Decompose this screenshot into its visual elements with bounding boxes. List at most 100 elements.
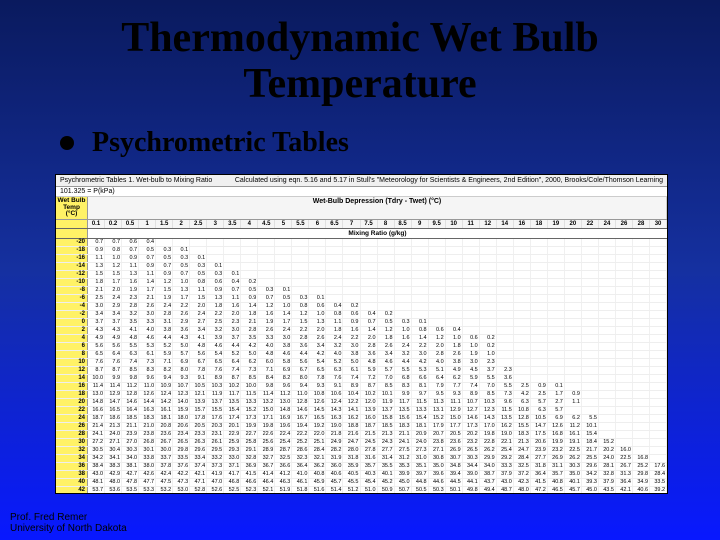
data-cell bbox=[599, 415, 616, 422]
data-cell bbox=[650, 263, 667, 270]
data-cell: 2.8 bbox=[429, 351, 446, 358]
data-cell bbox=[446, 287, 463, 294]
data-cell: 0.3 bbox=[292, 295, 309, 302]
data-cell bbox=[599, 423, 616, 430]
column-header: 0.2 bbox=[105, 220, 122, 228]
data-cell: 13.5 bbox=[395, 407, 412, 414]
column-header: 7.5 bbox=[361, 220, 378, 228]
data-cell: 3.6 bbox=[173, 327, 190, 334]
bullet-row: Psychrometric Tables bbox=[0, 117, 720, 174]
data-cell bbox=[412, 295, 429, 302]
data-cell bbox=[463, 255, 480, 262]
data-cell bbox=[650, 303, 667, 310]
data-cell: 33.8 bbox=[139, 455, 156, 462]
table-row: 3638.438.338.138.037.837.637.437.337.136… bbox=[56, 463, 667, 471]
data-cell: 6.3 bbox=[514, 399, 531, 406]
data-cell: 17.6 bbox=[650, 463, 667, 470]
data-cell: 47.3 bbox=[173, 479, 190, 486]
temp-cell: 32 bbox=[56, 447, 88, 454]
data-cell: 18.1 bbox=[412, 423, 429, 430]
data-cell bbox=[514, 255, 531, 262]
data-cell: 20.6 bbox=[531, 439, 548, 446]
data-cell bbox=[616, 439, 633, 446]
data-cell: 38.1 bbox=[122, 463, 139, 470]
data-cell: 3.7 bbox=[105, 319, 122, 326]
data-cell: 16.5 bbox=[105, 407, 122, 414]
data-cell: 1.2 bbox=[378, 327, 395, 334]
data-cell: 14.7 bbox=[105, 399, 122, 406]
data-cell: 0.6 bbox=[343, 311, 360, 318]
data-cell bbox=[309, 287, 326, 294]
temp-cell: 40 bbox=[56, 479, 88, 486]
data-cell: 2.3 bbox=[224, 319, 241, 326]
data-cell: 8.2 bbox=[156, 367, 173, 374]
data-cell: 13.7 bbox=[378, 407, 395, 414]
data-cell bbox=[616, 359, 633, 366]
data-cell: 3.4 bbox=[309, 343, 326, 350]
data-cell: 22.0 bbox=[309, 431, 326, 438]
data-cell: 27.2 bbox=[88, 439, 105, 446]
data-cell bbox=[326, 271, 343, 278]
data-cell: 2.4 bbox=[275, 327, 292, 334]
data-cell: 2.2 bbox=[292, 327, 309, 334]
data-cell: 41.0 bbox=[292, 471, 309, 478]
data-cell: 28.2 bbox=[326, 447, 343, 454]
data-cell: 45.7 bbox=[565, 487, 582, 494]
column-header: 1.5 bbox=[156, 220, 173, 228]
data-cell bbox=[531, 255, 548, 262]
data-cell bbox=[395, 239, 412, 246]
data-cell: 0.7 bbox=[122, 247, 139, 254]
wet-bulb-label: Wet Bulb Temp (°C) bbox=[56, 197, 88, 219]
data-cell bbox=[565, 319, 582, 326]
data-cell: 8.5 bbox=[480, 391, 497, 398]
data-cell bbox=[446, 311, 463, 318]
data-cell: 24.0 bbox=[412, 439, 429, 446]
data-cell bbox=[275, 255, 292, 262]
column-header: 9 bbox=[412, 220, 429, 228]
data-cell bbox=[599, 327, 616, 334]
data-cell: 9.6 bbox=[275, 383, 292, 390]
data-cell: 22.2 bbox=[292, 431, 309, 438]
data-cell: 0.5 bbox=[190, 271, 207, 278]
data-cell: 25.2 bbox=[292, 439, 309, 446]
data-cell: 32.5 bbox=[275, 455, 292, 462]
data-cell: 10.3 bbox=[480, 399, 497, 406]
data-cell: 1.1 bbox=[88, 255, 105, 262]
data-cell: 47.5 bbox=[156, 479, 173, 486]
data-cell: 3.5 bbox=[122, 319, 139, 326]
data-cell: 2.0 bbox=[361, 335, 378, 342]
table-row: 3434.234.134.033.833.733.533.433.233.032… bbox=[56, 455, 667, 463]
data-cell: 18.5 bbox=[378, 423, 395, 430]
data-cell: 25.8 bbox=[241, 439, 258, 446]
data-cell bbox=[275, 239, 292, 246]
data-cell: 1.6 bbox=[224, 303, 241, 310]
data-cell: 37.1 bbox=[224, 463, 241, 470]
data-cell: 18.8 bbox=[343, 423, 360, 430]
column-header: 4.5 bbox=[258, 220, 275, 228]
data-cell bbox=[480, 239, 497, 246]
data-cell bbox=[548, 351, 565, 358]
data-cell bbox=[395, 287, 412, 294]
data-cell: 21.6 bbox=[343, 431, 360, 438]
data-cell: 5.2 bbox=[224, 351, 241, 358]
data-cell: 29.6 bbox=[582, 463, 599, 470]
data-cell: 12.9 bbox=[446, 407, 463, 414]
data-cell: 36.4 bbox=[531, 471, 548, 478]
data-cell: 10.4 bbox=[343, 391, 360, 398]
data-cell bbox=[480, 287, 497, 294]
data-cell: 0.3 bbox=[156, 247, 173, 254]
temp-cell: 22 bbox=[56, 407, 88, 414]
data-cell: 8.5 bbox=[241, 375, 258, 382]
data-cell bbox=[531, 359, 548, 366]
data-cell: 3.4 bbox=[105, 311, 122, 318]
data-cell bbox=[531, 335, 548, 342]
data-cell bbox=[599, 279, 616, 286]
temp-cell: -12 bbox=[56, 271, 88, 278]
data-cell: 8.9 bbox=[463, 391, 480, 398]
data-cell: 16.4 bbox=[122, 407, 139, 414]
data-cell bbox=[514, 295, 531, 302]
data-cell bbox=[633, 271, 650, 278]
data-cell bbox=[292, 271, 309, 278]
data-cell: 4.2 bbox=[514, 391, 531, 398]
data-cell bbox=[497, 239, 514, 246]
